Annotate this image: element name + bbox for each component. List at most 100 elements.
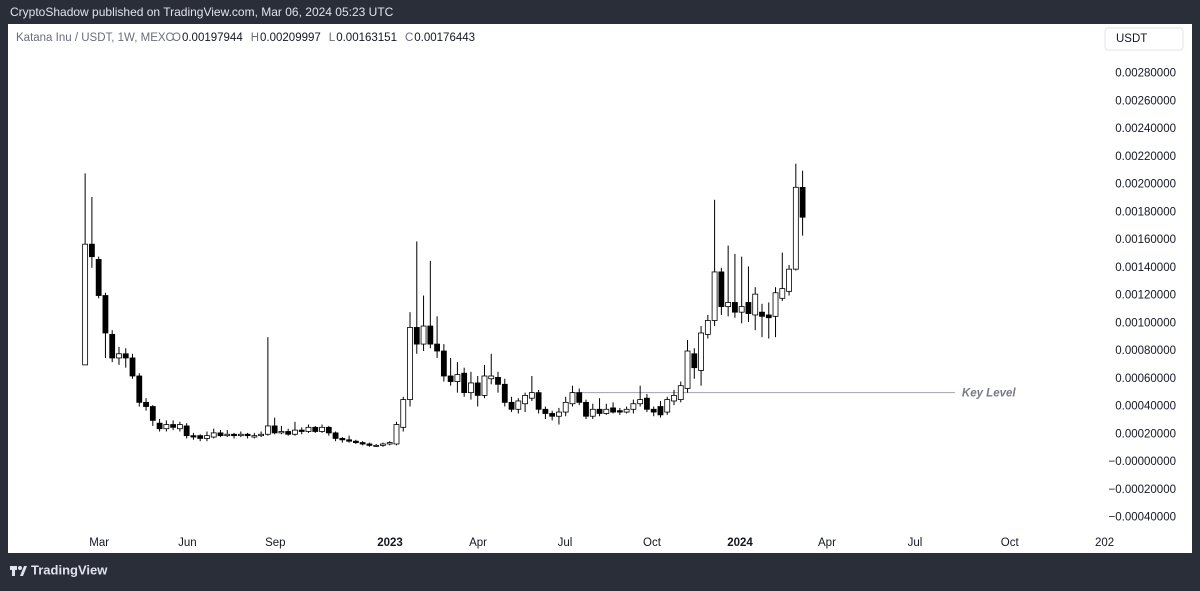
candle-body: [677, 385, 684, 400]
candle-body: [684, 350, 691, 389]
candle-body: [630, 403, 637, 410]
logo-part: [12, 566, 15, 576]
candle-body: [244, 433, 251, 437]
candle-body: [427, 325, 434, 345]
y-tick-label: 0.00040000: [1115, 401, 1176, 413]
candle-body: [657, 406, 664, 416]
candle-body: [325, 426, 332, 434]
candle-body: [420, 325, 427, 345]
candle-body: [711, 271, 718, 321]
x-tick-label: Apr: [818, 537, 836, 549]
candle-body: [637, 399, 644, 405]
x-tick-label: Mar: [89, 537, 109, 549]
candle-body: [183, 425, 190, 437]
currency-button-label[interactable]: USDT: [1116, 33, 1147, 45]
candle-body: [704, 320, 711, 335]
candle-body: [393, 424, 400, 445]
candle-body: [481, 375, 488, 396]
candle-body: [163, 424, 170, 430]
ohlc-legend: O 0.00197944 H 0.00209997 L 0.00163151 C 0.0017…: [172, 32, 475, 44]
y-tick-label: 0.00140000: [1115, 262, 1176, 274]
y-tick-label: 0.00220000: [1115, 151, 1176, 163]
candle-body: [603, 408, 610, 414]
candle-body: [319, 426, 325, 432]
candle-body: [745, 302, 752, 314]
candle-body: [562, 401, 569, 413]
candle-body: [407, 327, 413, 400]
candle-body: [143, 401, 149, 407]
candle-body: [664, 399, 671, 413]
candle-body: [231, 433, 237, 437]
candle-body: [149, 406, 156, 421]
y-tick-label: 0.00020000: [1115, 428, 1176, 440]
candle-body: [799, 186, 806, 218]
x-tick-label: Jun: [178, 537, 197, 549]
candle-body: [237, 433, 244, 437]
y-tick-label: 0.00200000: [1115, 179, 1176, 191]
ohlc-value: 0.00163151: [336, 32, 397, 44]
candle-body: [204, 435, 210, 439]
symbol-title: Katana Inu / USDT, 1W, MEXC: [16, 32, 174, 44]
candle-body: [278, 431, 285, 434]
y-tick-label: 0.00080000: [1115, 345, 1176, 357]
candle-body: [779, 288, 786, 299]
y-tick-label: 0.00060000: [1115, 373, 1176, 385]
candle-body: [386, 442, 393, 445]
candle-body: [515, 400, 522, 410]
candle-body: [732, 302, 738, 313]
candle-body: [109, 333, 116, 359]
ohlc-letter: C: [405, 32, 413, 44]
ohlc-letter: O: [172, 32, 181, 44]
candle-body: [190, 435, 197, 438]
candle-body: [305, 426, 312, 432]
candle-body: [332, 432, 339, 439]
candle-body: [82, 243, 89, 366]
y-tick-label: 0.00180000: [1115, 206, 1176, 218]
candle-body: [136, 375, 143, 403]
candle-body: [698, 332, 704, 371]
candle-body: [170, 424, 177, 428]
candle-body: [116, 353, 122, 359]
x-tick-label: Jul: [908, 537, 923, 549]
x-tick-label: Apr: [469, 537, 487, 549]
x-tick-label: Oct: [643, 537, 662, 549]
candle-body: [373, 444, 380, 447]
candle-body: [650, 408, 657, 413]
candle-body: [474, 382, 481, 396]
currency-button[interactable]: [1104, 27, 1184, 51]
candle-body: [366, 443, 373, 446]
chart-pane: [8, 24, 1192, 553]
brand-logo: [10, 566, 27, 576]
candle-body: [691, 353, 698, 369]
candle-body: [339, 438, 346, 441]
candle-body: [488, 375, 495, 380]
candle-body: [752, 293, 759, 316]
candle-body: [792, 186, 799, 270]
candle-body: [528, 392, 535, 399]
candle-body: [623, 408, 630, 413]
logo-part: [18, 566, 22, 570]
logo-part: [20, 566, 27, 576]
candle-body: [400, 399, 407, 428]
candle-body: [217, 432, 224, 437]
candle-body: [738, 306, 745, 313]
candle-body: [95, 259, 102, 296]
candle-body: [292, 429, 298, 435]
y-tick-label: 0.00160000: [1115, 234, 1176, 246]
candle-body: [576, 392, 583, 403]
candle-body: [258, 433, 265, 437]
candle-body: [285, 431, 292, 435]
candle-body: [535, 392, 542, 410]
y-tick-label: −0.00020000: [1109, 484, 1176, 496]
candle-body: [501, 383, 508, 403]
x-tick-label: Oct: [1001, 537, 1020, 549]
candle-body: [129, 357, 136, 377]
candle-body: [549, 413, 556, 417]
candle-body: [542, 408, 549, 414]
candle-body: [644, 397, 650, 410]
candle-body: [461, 372, 468, 394]
x-tick-label: 202: [1095, 537, 1114, 549]
publisher-line: CryptoShadow published on TradingView.co…: [10, 5, 394, 19]
candle-body: [772, 292, 779, 317]
